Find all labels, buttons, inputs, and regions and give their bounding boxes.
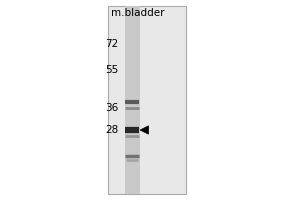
Text: 72: 72 <box>105 39 119 49</box>
Polygon shape <box>140 126 148 134</box>
Text: m.bladder: m.bladder <box>111 8 164 18</box>
Bar <box>108 6 186 194</box>
Bar <box>124 6 140 194</box>
Text: 55: 55 <box>105 65 119 75</box>
Text: 36: 36 <box>105 103 119 113</box>
Text: 28: 28 <box>105 125 119 135</box>
